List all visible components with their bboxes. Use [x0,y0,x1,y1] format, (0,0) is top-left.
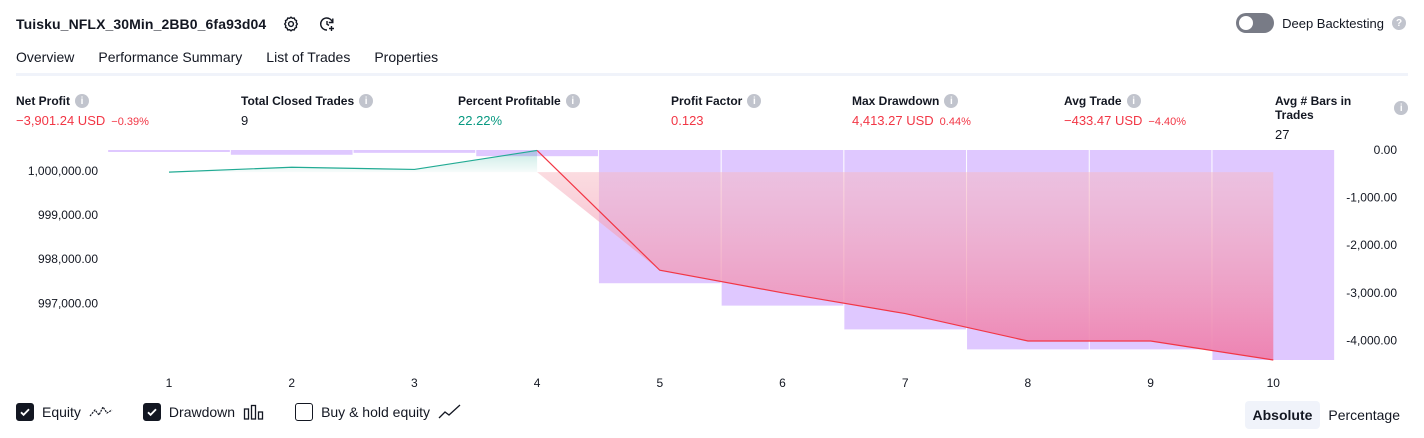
metric-pct: −4.40% [1148,116,1187,128]
tab-bar: Overview Performance Summary List of Tra… [16,46,438,76]
equity-line-icon [89,404,113,420]
equity-line-up [168,149,538,173]
metric-value: 9 [241,113,249,128]
legend-drawdown[interactable]: Drawdown [142,403,265,421]
equity-line-down [536,150,1274,361]
tab-performance-summary[interactable]: Performance Summary [98,49,243,65]
info-icon[interactable]: i [1126,94,1141,108]
x-axis-tick-label: 4 [534,376,541,390]
drawdown-checkbox[interactable] [142,403,161,421]
legend-label: Drawdown [168,404,236,420]
right-axis-tick-label: -2,000.00 [1346,238,1397,252]
legend-label: Buy & hold equity [321,404,431,420]
percentage-button[interactable]: Percentage [1328,407,1400,423]
metric-label: Avg Trade [1064,94,1122,108]
metrics-row: Net Profit i −3,901.24 USD −0.39% Total Cl… [16,94,1408,142]
tab-list-of-trades[interactable]: List of Trades [266,49,351,65]
right-axis-tick-label: -4,000.00 [1346,333,1397,347]
tab-properties[interactable]: Properties [374,49,439,65]
drawdown-bar [108,150,230,152]
metric-label: Net Profit [16,94,70,108]
equity-checkbox[interactable] [16,403,34,421]
metric-avg-bars: Avg # Bars in Trades i 27 [1275,94,1408,142]
x-axis-tick-label: 3 [411,376,418,390]
x-axis-tick-label: 6 [779,376,786,390]
absolute-button[interactable]: Absolute [1244,401,1321,429]
left-axis-tick-label: 998,000.00 [38,252,98,266]
equity-drawdown-chart[interactable]: 1,000,000.00 999,000.00 998,000.00 997,000.… [0,140,1424,400]
x-axis-tick-label: 9 [1147,376,1154,390]
buy-hold-line-icon [438,404,462,420]
left-axis-tick-label: 999,000.00 [38,208,98,222]
tab-divider [16,73,1408,76]
metric-value: 27 [1275,127,1290,142]
value-mode-switch: Absolute Percentage [1244,401,1409,429]
help-icon[interactable]: ? [1392,16,1406,30]
info-icon[interactable]: i [565,94,580,108]
metric-label: Total Closed Trades [241,94,355,108]
legend-label: Equity [42,404,81,420]
x-axis-tick-label: 2 [288,376,295,390]
strategy-header: Tuisku_NFLX_30Min_2BB0_6fa93d04 [16,12,338,36]
metric-value: 22.22% [458,113,503,128]
buy-hold-checkbox[interactable] [295,403,314,421]
x-axis-tick-label: 8 [1025,376,1032,390]
metric-total-closed-trades: Total Closed Trades i 9 [241,94,374,128]
right-axis-tick-label: -1,000.00 [1346,191,1397,205]
strategy-title: Tuisku_NFLX_30Min_2BB0_6fa93d04 [16,16,267,32]
metric-value: 4,413.27 USD [852,113,934,128]
drawdown-bars-icon [243,404,265,420]
settings-icon[interactable] [280,13,302,35]
metric-max-drawdown: Max Drawdown i 4,413.27 USD 0.44% [852,94,971,128]
metric-label: Profit Factor [671,94,743,108]
info-icon[interactable]: i [747,94,762,108]
right-axis-tick-label: -3,000.00 [1346,286,1397,300]
x-axis-tick-label: 5 [656,376,663,390]
left-axis-tick-label: 997,000.00 [38,296,98,310]
deep-backtesting-label: Deep Backtesting [1282,15,1384,31]
right-axis-tick-label: 0.00 [1374,143,1398,157]
drawdown-bar [353,150,476,153]
metric-avg-trade: Avg Trade i −433.47 USD −4.40% [1064,94,1186,128]
info-icon[interactable]: i [75,94,89,108]
metric-label: Avg # Bars in Trades [1275,94,1352,122]
legend-buy-hold[interactable]: Buy & hold equity [295,403,462,421]
equity-down-area [537,172,1274,360]
equity-up-area [169,150,538,173]
deep-backtesting-toggle[interactable] [1236,13,1275,33]
metric-net-profit: Net Profit i −3,901.24 USD −0.39% [16,94,149,128]
info-icon[interactable]: i [1394,101,1408,115]
x-axis-tick-label: 10 [1267,376,1281,390]
replay-add-icon[interactable] [316,13,338,35]
metric-pct: −0.39% [111,116,149,128]
metric-value: 0.123 [671,113,704,128]
metric-pct: 0.44% [939,116,971,128]
deep-backtesting: Deep Backtesting ? [1236,13,1406,33]
metric-percent-profitable: Percent Profitable i 22.22% [458,94,580,128]
metric-value: −433.47 USD [1064,113,1143,128]
info-icon[interactable]: i [359,94,374,108]
info-icon[interactable]: i [944,94,959,108]
chart-legend: Equity Drawdown Buy & hold equity [16,403,492,421]
x-axis-tick-label: 1 [166,376,173,390]
metric-label: Percent Profitable [458,94,561,108]
metric-value: −3,901.24 USD [16,113,106,128]
left-axis-tick-label: 1,000,000.00 [28,164,98,178]
x-axis-tick-label: 7 [902,376,909,390]
metric-label: Max Drawdown [852,94,940,108]
drawdown-bar [230,150,353,155]
tab-overview[interactable]: Overview [16,46,75,76]
legend-equity[interactable]: Equity [16,403,113,421]
metric-profit-factor: Profit Factor i 0.123 [671,94,762,128]
